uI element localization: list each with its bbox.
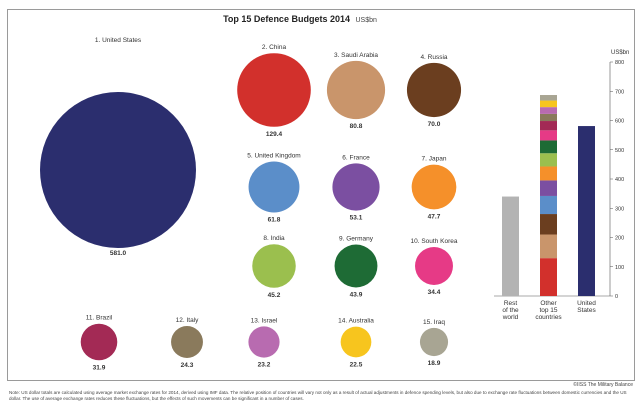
bar-2-segment-11 bbox=[540, 113, 557, 122]
bubble-value-12: 24.3 bbox=[181, 362, 194, 369]
bubble-label-6: 6. France bbox=[342, 154, 370, 161]
bar-2-segment-4 bbox=[540, 195, 557, 215]
chart-title: Top 15 Defence Budgets 2014 US$bn bbox=[223, 14, 377, 24]
bar-2-segment-14 bbox=[540, 95, 557, 101]
bar-3-label-line-2: States bbox=[577, 307, 596, 314]
bar-2-segment-12 bbox=[540, 107, 557, 114]
y-tick-label-7: 700 bbox=[615, 89, 624, 95]
bubble-label-15: 15. Iraq bbox=[423, 319, 445, 326]
bubble-label-11: 11. Brazil bbox=[86, 315, 113, 322]
bubble-value-2: 129.4 bbox=[266, 131, 283, 138]
bubble-label-5: 5. United Kingdom bbox=[247, 153, 300, 160]
bar-2-segment-9 bbox=[540, 130, 557, 141]
bubbles-group: 1. United States 581.0 2. China 129.4 3. Sau… bbox=[40, 37, 462, 371]
bar-1-label-line-2: of the bbox=[502, 307, 519, 314]
y-tick-label-2: 200 bbox=[615, 236, 624, 242]
y-axis-unit-label: US$bn bbox=[611, 50, 629, 56]
bubble-11 bbox=[80, 323, 118, 361]
chart-title-unit: US$bn bbox=[355, 17, 377, 24]
bar-2-segment-10 bbox=[540, 121, 557, 131]
bar-2-label-line-1: Other bbox=[540, 300, 557, 307]
bar-2-segment-5 bbox=[540, 180, 557, 196]
bubble-value-7: 47.7 bbox=[428, 213, 441, 220]
bubble-13 bbox=[248, 326, 280, 358]
y-tick-label-1: 100 bbox=[615, 265, 624, 271]
bubble-15 bbox=[419, 327, 449, 357]
bubble-value-6: 53.1 bbox=[350, 215, 363, 222]
bar-2-segment-13 bbox=[540, 100, 557, 108]
bubble-label-4: 4. Russia bbox=[420, 54, 447, 61]
bubble-value-11: 31.9 bbox=[93, 364, 106, 371]
bubble-label-12: 12. Italy bbox=[176, 317, 200, 324]
footnote: Note: US dollar totals are calculated us… bbox=[9, 390, 627, 401]
bar-2-segment-1 bbox=[540, 258, 557, 296]
bar-2-segment-3 bbox=[540, 214, 557, 235]
bar-1-label-line-3: world bbox=[502, 314, 519, 321]
y-tick-label-6: 600 bbox=[615, 119, 624, 125]
bar-2-label-line-3: countries bbox=[535, 314, 562, 321]
bubble-label-7: 7. Japan bbox=[422, 156, 447, 163]
bubble-value-13: 23.2 bbox=[258, 362, 271, 369]
bar-1-label-line-1: Rest bbox=[504, 300, 518, 307]
bubble-value-4: 70.0 bbox=[428, 121, 441, 128]
bubble-1 bbox=[40, 92, 196, 248]
bubble-label-3: 3. Saudi Arabia bbox=[334, 52, 378, 59]
bar-2-segment-2 bbox=[540, 234, 557, 259]
bubble-12 bbox=[171, 326, 203, 358]
bubble-7 bbox=[411, 164, 457, 210]
bubble-10 bbox=[415, 247, 453, 285]
y-tick-label-8: 800 bbox=[615, 60, 624, 66]
bar-3-segment-1 bbox=[578, 126, 595, 296]
bubble-value-8: 45.2 bbox=[268, 292, 281, 299]
bubble-label-14: 14. Australia bbox=[338, 318, 374, 325]
bar-2-label-line-2: top 15 bbox=[539, 307, 557, 314]
bubble-8 bbox=[252, 244, 296, 288]
bubble-9 bbox=[334, 244, 378, 288]
bubble-value-15: 18.9 bbox=[428, 360, 441, 367]
source-credit: ©IISS The Military Balance bbox=[573, 382, 633, 388]
bubble-label-8: 8. India bbox=[263, 235, 285, 242]
bubble-value-5: 61.8 bbox=[268, 216, 281, 223]
bubble-value-10: 34.4 bbox=[428, 289, 441, 296]
bubble-label-2: 2. China bbox=[262, 44, 287, 51]
bubble-label-1: 1. United States bbox=[95, 37, 142, 44]
y-tick-label-3: 300 bbox=[615, 206, 624, 212]
bar-3-label-line-1: United bbox=[577, 300, 596, 307]
bubble-value-3: 80.8 bbox=[350, 123, 363, 130]
y-tick-label-5: 500 bbox=[615, 148, 624, 154]
y-tick-label-0: 0 bbox=[615, 294, 618, 300]
bubble-value-9: 43.9 bbox=[350, 291, 363, 298]
y-tick-label-4: 400 bbox=[615, 177, 624, 183]
bubble-5 bbox=[248, 161, 300, 213]
bubble-label-13: 13. Israel bbox=[251, 317, 278, 324]
bar-2-segment-7 bbox=[540, 153, 557, 167]
bubble-label-9: 9. Germany bbox=[339, 236, 374, 243]
bubble-2 bbox=[237, 53, 311, 127]
bar-1-segment-1 bbox=[502, 196, 519, 296]
bubble-value-14: 22.5 bbox=[350, 361, 363, 368]
bubble-3 bbox=[326, 60, 386, 120]
bubble-14 bbox=[340, 326, 372, 358]
bubble-value-1: 581.0 bbox=[110, 250, 127, 257]
bubble-6 bbox=[332, 163, 380, 211]
bubble-label-10: 10. South Korea bbox=[411, 238, 458, 245]
bubble-4 bbox=[406, 62, 462, 118]
bar-2-segment-8 bbox=[540, 140, 557, 154]
bar-2-segment-6 bbox=[540, 166, 557, 181]
